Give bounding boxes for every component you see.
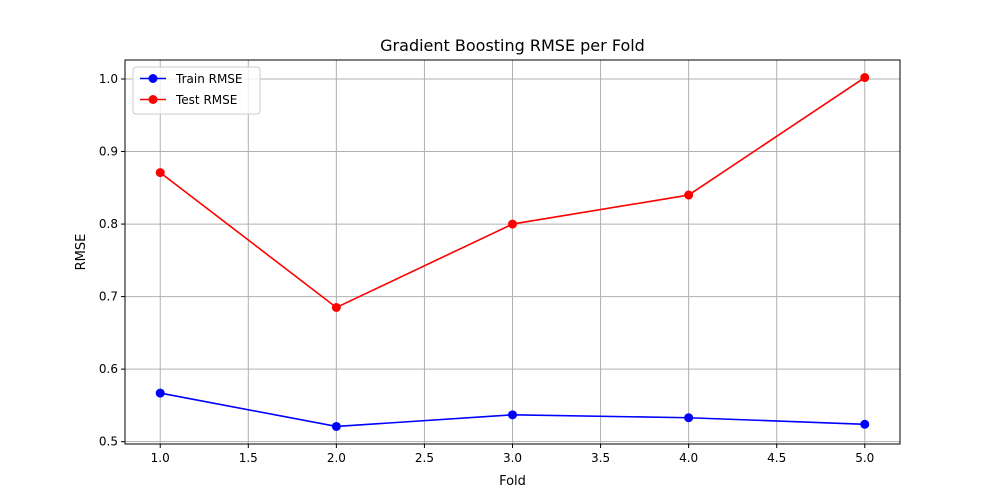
x-axis-label: Fold <box>499 474 526 489</box>
data-point-test <box>155 168 165 178</box>
legend-label-train: Train RMSE <box>175 72 243 86</box>
y-tick-label: 1.0 <box>99 72 118 86</box>
data-point-train <box>331 421 341 431</box>
y-axis: 0.5 0.6 0.7 0.8 0.9 1.0 <box>99 72 125 449</box>
data-point-train <box>508 410 517 420</box>
legend: Train RMSE Test RMSE <box>132 66 261 115</box>
data-point-test <box>331 302 341 312</box>
data-point-test <box>860 73 870 83</box>
x-axis: 1.0 1.5 2.0 2.5 3.0 3.5 4.0 4.5 5.0 <box>151 444 874 465</box>
legend-marker-train <box>148 74 158 83</box>
x-tick-label: 5.0 <box>855 451 874 465</box>
chart-title: Gradient Boosting RMSE per Fold <box>380 36 645 55</box>
series-layer <box>155 73 870 431</box>
data-point-test <box>508 219 517 229</box>
y-tick-label: 0.8 <box>99 217 118 231</box>
data-point-train <box>684 413 694 423</box>
x-tick-label: 2.5 <box>415 451 434 465</box>
legend-entry-test: Test RMSE <box>140 93 237 107</box>
legend-marker-test <box>148 95 158 104</box>
data-point-train <box>155 388 165 398</box>
series-test <box>155 73 870 312</box>
legend-entry-train: Train RMSE <box>140 72 243 86</box>
x-tick-label: 1.0 <box>151 451 170 465</box>
series-train <box>155 388 870 431</box>
x-tick-label: 1.5 <box>239 451 258 465</box>
y-axis-label: RMSE <box>74 234 89 271</box>
x-tick-label: 3.0 <box>503 451 522 465</box>
y-tick-label: 0.5 <box>99 435 118 449</box>
x-tick-label: 4.5 <box>767 451 786 465</box>
x-tick-label: 2.0 <box>327 451 346 465</box>
y-tick-label: 0.9 <box>99 145 118 159</box>
x-tick-label: 3.5 <box>591 451 610 465</box>
y-tick-label: 0.7 <box>99 290 118 304</box>
grid <box>125 60 900 444</box>
x-tick-label: 4.0 <box>679 451 698 465</box>
legend-label-test: Test RMSE <box>175 93 237 107</box>
y-tick-label: 0.6 <box>99 362 118 376</box>
data-point-test <box>684 190 694 200</box>
data-point-train <box>860 419 870 429</box>
